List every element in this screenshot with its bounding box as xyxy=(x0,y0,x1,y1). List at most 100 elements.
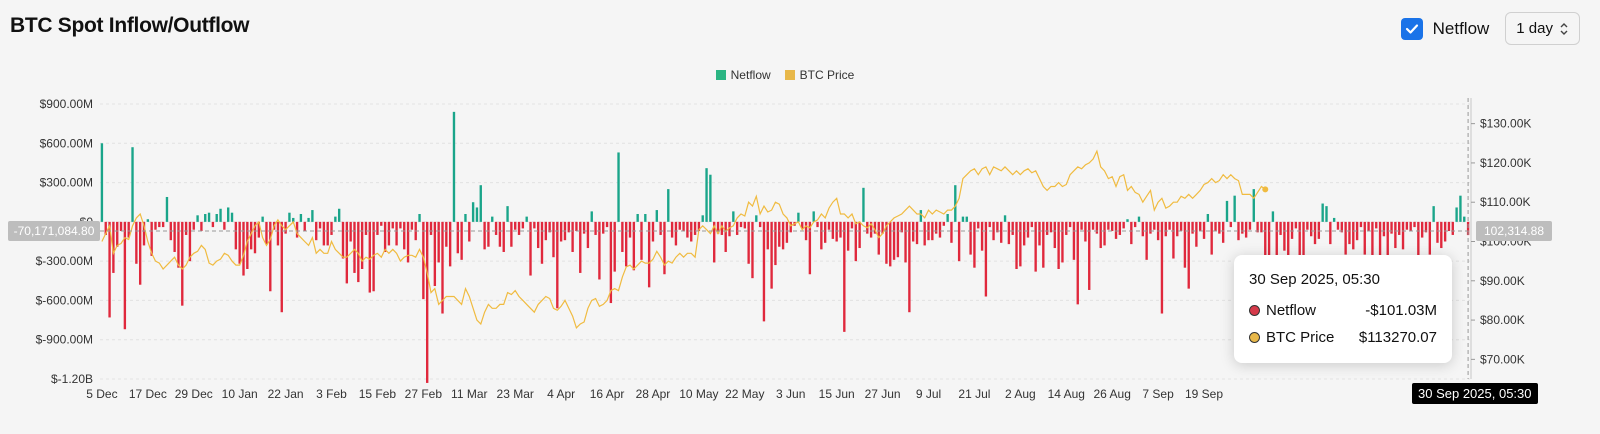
netflow-bar xyxy=(127,221,130,238)
netflow-bar xyxy=(996,221,999,233)
netflow-bar xyxy=(230,212,234,222)
netflow-bar xyxy=(502,221,505,252)
netflow-bar xyxy=(594,221,597,235)
netflow-bar xyxy=(261,216,264,222)
tooltip-label-netflow: Netflow xyxy=(1266,302,1317,319)
netflow-bar xyxy=(548,221,551,233)
netflow-bar xyxy=(422,221,425,300)
netflow-bar xyxy=(1451,221,1454,235)
netflow-bar xyxy=(552,221,555,258)
x-tick-label: 10 May xyxy=(679,387,718,401)
netflow-bar xyxy=(651,221,655,242)
x-tick-label: 15 Jun xyxy=(819,387,855,401)
netflow-bar xyxy=(119,221,123,232)
netflow-bar xyxy=(1359,221,1363,228)
netflow-bar xyxy=(165,196,169,222)
netflow-bar xyxy=(690,221,693,242)
y-tick-label: $-300.00M xyxy=(36,254,93,268)
netflow-bar xyxy=(1019,221,1022,267)
netflow-bar xyxy=(900,221,903,233)
netflow-bar xyxy=(801,221,804,229)
netflow-bar xyxy=(743,221,747,229)
netflow-bar xyxy=(1367,221,1370,232)
netflow-bar xyxy=(751,221,754,279)
netflow-bar xyxy=(257,221,260,238)
netflow-bar xyxy=(249,221,253,250)
netflow-bar xyxy=(1149,221,1152,234)
netflow-bar xyxy=(892,221,896,260)
chevron-updown-icon xyxy=(1560,22,1568,35)
netflow-bar xyxy=(380,221,383,226)
x-tick-label: 2 Aug xyxy=(1005,387,1036,401)
netflow-bar xyxy=(479,185,482,222)
netflow-bar xyxy=(797,212,800,222)
netflow-bar xyxy=(697,221,701,232)
netflow-bar xyxy=(276,221,280,246)
netflow-bar xyxy=(292,217,295,222)
interval-select[interactable]: 1 day xyxy=(1505,12,1580,45)
netflow-bar xyxy=(1214,221,1217,232)
netflow-bar xyxy=(142,221,146,246)
x-tick-label: 7 Sep xyxy=(1142,387,1174,401)
legend-swatch-btc-price xyxy=(784,70,795,80)
x-tick-label: 27 Feb xyxy=(405,387,443,401)
netflow-bar xyxy=(514,221,517,230)
netflow-bar xyxy=(613,221,616,272)
netflow-bar xyxy=(984,221,988,297)
legend-item-netflow[interactable]: Netflow xyxy=(715,68,771,82)
netflow-bar xyxy=(667,189,670,222)
y-tick-label: $0 xyxy=(80,215,94,229)
netflow-bar xyxy=(942,221,945,226)
netflow-bar xyxy=(590,211,593,222)
netflow-bar xyxy=(334,216,337,222)
netflow-bar xyxy=(686,221,689,238)
netflow-bar xyxy=(483,221,486,250)
netflow-bar xyxy=(234,221,238,250)
netflow-bar xyxy=(498,221,502,247)
netflow-bar xyxy=(1030,221,1034,228)
netflow-bar xyxy=(491,216,494,222)
y-tick-label: $-600.00M xyxy=(36,293,93,307)
netflow-bar xyxy=(977,221,980,229)
netflow-bar xyxy=(1283,221,1286,251)
netflow-bar xyxy=(1405,221,1409,230)
netflow-bar xyxy=(793,221,796,226)
netflow-bar xyxy=(1099,221,1102,249)
netflow-bar xyxy=(353,221,356,273)
netflow-bar xyxy=(372,221,375,292)
legend-item-btc-price[interactable]: BTC Price xyxy=(784,68,854,82)
netflow-bar xyxy=(774,221,777,266)
netflow-bar xyxy=(674,221,678,246)
netflow-bar xyxy=(364,221,368,235)
netflow-bar xyxy=(1463,216,1466,222)
netflow-bar xyxy=(575,221,578,232)
netflow-bar xyxy=(823,221,827,243)
netflow-bar xyxy=(1221,221,1225,243)
netflow-bar xyxy=(739,221,743,228)
netflow-bar xyxy=(889,221,892,267)
netflow-bar xyxy=(1325,206,1328,222)
tooltip-row-btc-price: BTC Price $113270.07 xyxy=(1249,329,1437,346)
netflow-bar xyxy=(980,221,984,251)
netflow-bar xyxy=(1436,221,1439,243)
netflow-bar xyxy=(1045,221,1049,235)
y-tick-label: $300.00M xyxy=(40,176,93,190)
x-tick-label: 9 Jul xyxy=(916,387,941,401)
netflow-bar xyxy=(682,221,685,232)
netflow-checkbox[interactable] xyxy=(1400,17,1423,40)
y-tick-label: $900.00M xyxy=(40,97,93,111)
netflow-bar xyxy=(1252,189,1255,222)
chart-legend: Netflow BTC Price xyxy=(0,68,1570,82)
netflow-bar xyxy=(441,221,444,314)
netflow-bar xyxy=(181,221,184,306)
netflow-bar xyxy=(1026,221,1030,238)
netflow-checkbox-label[interactable]: Netflow xyxy=(1432,18,1490,38)
netflow-bar xyxy=(559,221,563,242)
netflow-bar xyxy=(904,221,907,263)
netflow-bar xyxy=(1111,221,1114,232)
x-tick-label: 5 Dec xyxy=(86,387,117,401)
netflow-bar xyxy=(670,221,674,238)
y2-tick-label: $110.00K xyxy=(1480,195,1531,209)
netflow-bar xyxy=(1003,215,1007,222)
